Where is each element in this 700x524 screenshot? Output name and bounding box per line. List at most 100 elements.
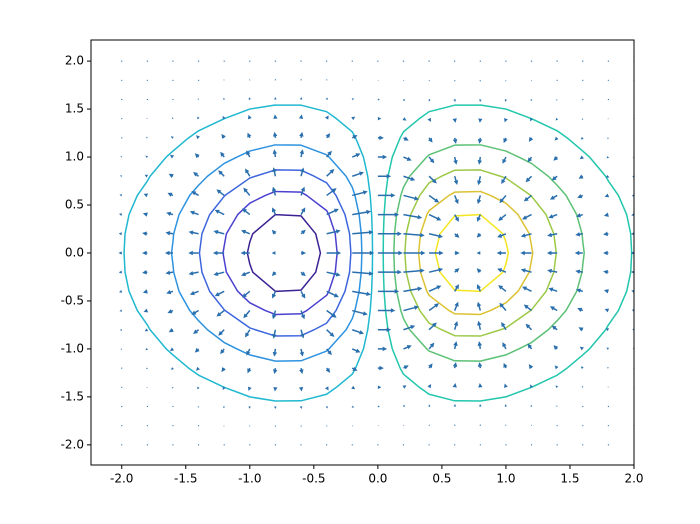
quiver-arrow (145, 155, 148, 159)
quiver-arrow (428, 233, 444, 239)
quiver-arrow (403, 286, 423, 293)
quiver-arrow (428, 342, 435, 350)
quiver-arrow (476, 251, 481, 255)
quiver-arrow (326, 168, 335, 177)
quiver-arrow (479, 403, 482, 407)
quiver-arrow (298, 386, 304, 392)
quiver-arrow (300, 78, 302, 81)
quiver-arrow (325, 386, 329, 391)
quiver-arrow (221, 133, 226, 139)
quiver-arrow (351, 385, 356, 390)
quiver-arrow (272, 149, 278, 158)
quiver-arrow (326, 150, 332, 158)
quiver-arrow (223, 406, 226, 409)
quiver-arrow (241, 229, 251, 235)
quiver-arrow (247, 386, 252, 392)
quiver-arrow (146, 79, 148, 81)
quiver-arrow (428, 156, 435, 164)
quiver-arrow (496, 250, 506, 256)
quiver-arrow (531, 424, 533, 426)
quiver-arrow (403, 213, 423, 220)
y-tick-label: 2.0 (65, 54, 84, 68)
quiver-arrow (528, 136, 534, 142)
quiver-arrow (582, 79, 584, 81)
quiver-arrow (631, 232, 635, 236)
quiver-arrow (143, 308, 149, 313)
quiver-arrow (377, 154, 388, 160)
quiver-arrow (142, 231, 148, 236)
quiver-arrow (402, 98, 406, 101)
quiver-arrow (504, 118, 508, 123)
quiver-arrow (452, 383, 457, 388)
quiver-arrow (168, 173, 174, 178)
quiver-arrow (247, 114, 252, 120)
quiver-arrow (604, 193, 610, 198)
quiver-arrow (300, 229, 306, 235)
quiver-arrow (454, 233, 460, 238)
quiver-arrow (403, 325, 416, 331)
quiver-arrow (582, 444, 584, 446)
quiver-arrow (164, 250, 173, 256)
quiver-arrow (197, 444, 200, 446)
quiver-arrow (222, 386, 226, 391)
quiver-arrow (197, 406, 200, 408)
quiver-arrow (479, 444, 481, 446)
quiver-arrow (577, 194, 584, 199)
quiver-arrow (121, 60, 123, 62)
quiver-arrow (403, 232, 425, 238)
quiver-arrow (577, 307, 584, 312)
y-tick-label: -0.5 (61, 293, 84, 307)
quiver-arrow (551, 175, 558, 181)
quiver-arrow (196, 366, 200, 371)
contour-line (393, 144, 585, 362)
quiver-arrow (579, 155, 584, 160)
quiver-arrow (271, 207, 277, 215)
quiver-arrow (523, 304, 533, 312)
quiver-arrow (377, 98, 380, 101)
quiver-arrow (607, 405, 609, 408)
quiver-arrow (503, 362, 508, 369)
quiver-arrow (607, 137, 609, 139)
quiver-arrow (503, 137, 508, 144)
x-tick-label: 1.5 (560, 472, 579, 486)
y-tick-label: 1.0 (65, 150, 84, 164)
contour-line (246, 213, 322, 293)
quiver-arrow (607, 425, 609, 427)
quiver-arrow (578, 174, 584, 179)
quiver-arrow (454, 301, 459, 311)
quiver-arrow (326, 79, 328, 81)
quiver-arrow (505, 424, 507, 426)
quiver-arrow (272, 367, 278, 375)
quiver-arrow (377, 212, 400, 217)
quiver-arrow (477, 362, 483, 369)
quiver-arrow (172, 444, 174, 446)
quiver-arrow (249, 425, 251, 427)
quiver-arrow (352, 190, 368, 197)
quiver-arrow (605, 174, 610, 178)
quiver-arrow (502, 342, 507, 350)
quiver-arrow (274, 78, 277, 81)
quiver-arrow (299, 149, 304, 158)
quiver-arrow (402, 385, 407, 389)
quiver-arrow (575, 269, 583, 274)
quiver-arrow (582, 405, 584, 408)
quiver-arrow (402, 60, 405, 62)
quiver-arrow (427, 384, 432, 389)
quiver-arrow (274, 60, 277, 62)
quiver-arrow (556, 425, 558, 427)
quiver-arrow (554, 365, 559, 370)
quiver-arrow (218, 329, 225, 336)
quiver-arrow (271, 229, 277, 235)
quiver-arrow (631, 270, 635, 274)
quiver-arrow (325, 97, 328, 100)
quiver-arrow (271, 291, 277, 299)
quiver-arrow (166, 211, 174, 217)
quiver-arrow (119, 309, 123, 312)
quiver-arrow (191, 191, 199, 197)
quiver-arrow (351, 116, 356, 121)
quiver-arrow (477, 156, 483, 165)
quiver-arrow (581, 118, 584, 120)
quiver-arrow (603, 289, 609, 294)
quiver-arrow (530, 117, 533, 122)
quiver-arrow (247, 367, 252, 374)
